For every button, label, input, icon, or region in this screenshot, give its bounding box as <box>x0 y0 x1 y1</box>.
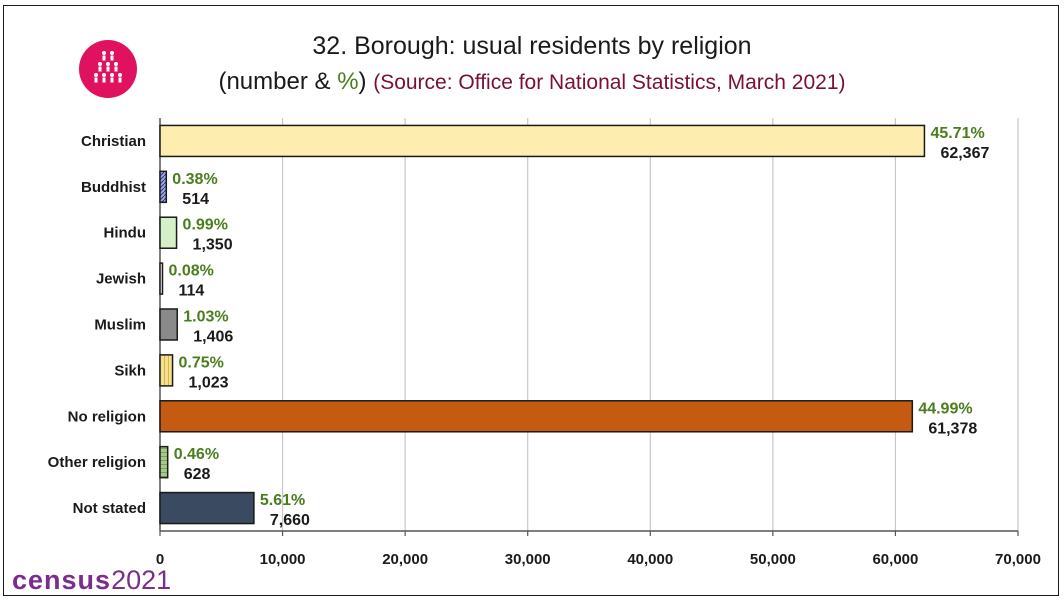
category-label: Hindu <box>104 225 147 242</box>
x-tick-label: 20,000 <box>382 551 428 568</box>
x-tick-label: 50,000 <box>750 551 796 568</box>
chart-title: 32. Borough: usual residents by religion <box>312 32 752 60</box>
subtitle-percent-sign: % <box>337 68 359 95</box>
census-logo-word: census <box>12 565 112 595</box>
bar <box>159 400 914 433</box>
category-label: Not stated <box>73 500 146 517</box>
people-group-icon <box>79 40 137 98</box>
percent-label: 0.08% <box>169 263 214 280</box>
bar <box>159 124 926 158</box>
value-label: 514 <box>182 191 209 208</box>
value-label: 114 <box>179 283 205 300</box>
percent-label: 0.75% <box>179 354 224 371</box>
value-label: 7,660 <box>270 512 310 529</box>
bar <box>159 216 178 249</box>
x-tick-label: 70,000 <box>995 551 1041 568</box>
category-label: Buddhist <box>81 179 146 196</box>
bar <box>159 308 178 341</box>
value-label: 1,406 <box>193 329 233 346</box>
bar <box>159 170 168 204</box>
census-logo-year: 2021 <box>111 565 172 595</box>
category-label: Jewish <box>96 271 146 288</box>
subtitle-prefix: (number & <box>218 68 338 95</box>
category-label: Other religion <box>48 454 146 471</box>
percent-label: 1.03% <box>183 309 228 326</box>
x-tick-label: 0 <box>156 551 164 568</box>
percent-label: 45.71% <box>930 125 984 142</box>
value-label: 1,023 <box>189 374 229 391</box>
value-label: 628 <box>184 466 211 483</box>
census-2021-logo: census2021 <box>12 565 171 595</box>
source-note: (Source: Office for National Statistics,… <box>373 71 846 94</box>
chart-subtitle: (number & %) (Source: Office for Nationa… <box>0 68 1064 96</box>
category-label: Muslim <box>94 317 146 334</box>
percent-label: 5.61% <box>260 492 305 509</box>
value-label: 1,350 <box>193 237 233 254</box>
x-tick-label: 60,000 <box>872 551 918 568</box>
x-tick-label: 30,000 <box>505 551 551 568</box>
bar <box>159 445 169 479</box>
percent-label: 0.38% <box>172 171 217 188</box>
percent-label: 0.46% <box>174 446 219 463</box>
percent-label: 0.99% <box>183 217 228 234</box>
category-label: No religion <box>68 408 146 425</box>
value-label: 62,367 <box>940 145 989 162</box>
category-label: Christian <box>81 133 146 150</box>
percent-label: 44.99% <box>918 400 972 417</box>
x-tick-label: 40,000 <box>627 551 673 568</box>
bar <box>159 262 164 295</box>
bar <box>159 491 255 525</box>
x-tick-label: 10,000 <box>260 551 306 568</box>
category-label: Sikh <box>114 362 146 379</box>
bar <box>159 354 174 387</box>
value-label: 61,378 <box>928 420 977 437</box>
subtitle-suffix: ) <box>358 68 367 95</box>
